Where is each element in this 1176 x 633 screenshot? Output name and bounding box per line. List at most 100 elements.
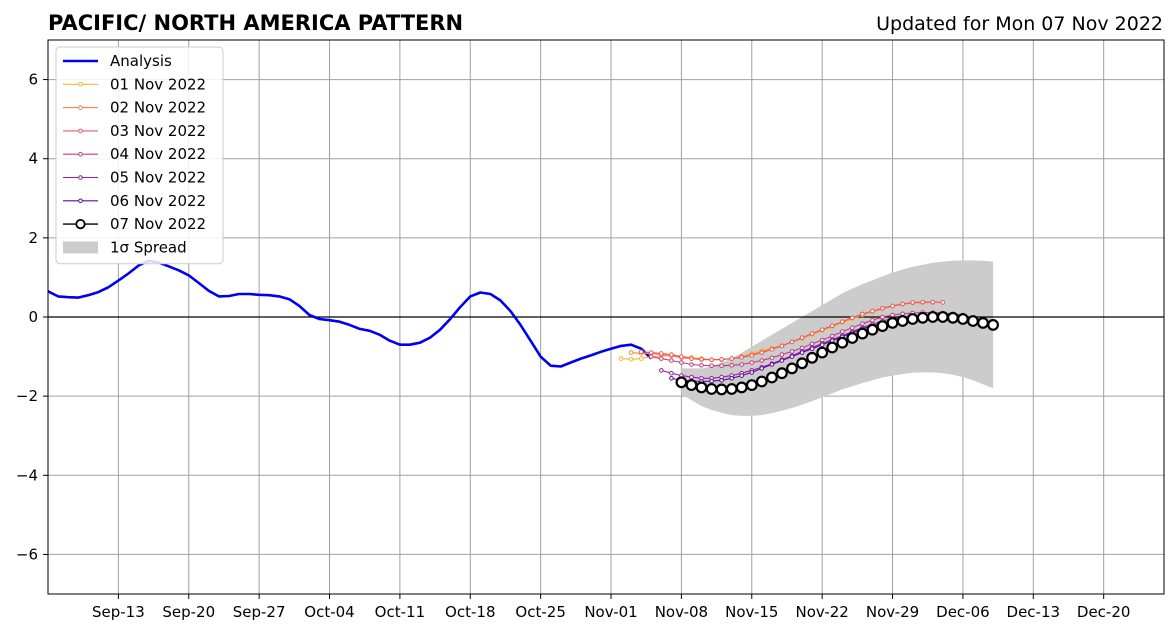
legend-label: 05 Nov 2022: [110, 169, 206, 187]
forecast-point: [745, 379, 758, 392]
forecast-point: [779, 358, 785, 363]
forecast-point: [715, 383, 728, 396]
legend-entry: 07 Nov 2022: [63, 215, 206, 233]
legend-marker: [78, 105, 83, 110]
forecast-point: [876, 320, 889, 333]
legend-entry: Analysis: [63, 52, 172, 70]
x-tick-label: Dec-20: [1077, 603, 1131, 621]
forecast-point: [755, 375, 768, 388]
forecast-point: [679, 354, 684, 359]
forecast-point: [729, 376, 735, 381]
x-tick-label: Dec-13: [1007, 603, 1061, 621]
forecast-point: [719, 363, 724, 369]
forecast-point: [628, 357, 634, 362]
x-tick-label: Oct-18: [445, 603, 495, 621]
x-tick-label: Nov-29: [866, 603, 919, 621]
forecast-point: [669, 352, 674, 357]
legend-label: 1σ Spread: [110, 238, 187, 256]
forecast-point: [739, 362, 745, 367]
forecast-point: [766, 371, 778, 384]
forecast-point: [799, 335, 805, 340]
forecast-point: [719, 378, 724, 383]
x-tick-label: Dec-06: [936, 603, 990, 621]
forecast-point: [669, 376, 674, 381]
forecast-point: [729, 356, 735, 361]
forecast-07-nov-2022: [675, 311, 999, 396]
forecast-point: [638, 356, 644, 361]
forecast-point: [930, 299, 936, 305]
legend-entry: 05 Nov 2022: [63, 169, 206, 187]
forecast-point: [659, 351, 664, 356]
legend-label: 01 Nov 2022: [110, 75, 206, 93]
forecast-point: [880, 314, 885, 320]
legend-label: Analysis: [110, 52, 172, 70]
forecast-point: [809, 346, 815, 352]
x-tick-label: Oct-25: [515, 603, 565, 621]
forecast-point: [705, 383, 718, 395]
forecast-point: [779, 343, 785, 349]
analysis-line: [47, 259, 653, 368]
forecast-point: [786, 362, 798, 375]
forecast-point: [689, 374, 694, 380]
legend-entry: 02 Nov 2022: [63, 99, 206, 117]
forecast-point: [699, 357, 704, 362]
forecast-point: [789, 349, 795, 354]
y-tick-label: 6: [28, 71, 38, 89]
legend-label: 06 Nov 2022: [110, 192, 206, 210]
forecast-point: [739, 355, 745, 360]
forecast-point: [836, 336, 849, 349]
x-tick-label: Nov-15: [725, 603, 778, 621]
forecast-point: [947, 311, 959, 324]
forecast-point: [936, 311, 949, 323]
legend-entry: 1σ Spread: [63, 238, 187, 256]
y-tick-label: −6: [16, 545, 38, 563]
x-axis: Sep-13 Sep-20 Sep-27 Oct-04 Oct-11 Oct-18 Oct-…: [92, 594, 1130, 621]
legend-label: 07 Nov 2022: [110, 215, 206, 233]
forecast-point: [967, 315, 979, 327]
forecast-point: [940, 300, 946, 305]
forecast-point: [769, 355, 775, 361]
forecast-point: [870, 308, 875, 314]
legend-entry: 01 Nov 2022: [63, 75, 206, 93]
legend-marker: [78, 82, 83, 87]
forecast-point: [759, 366, 765, 371]
forecast-point: [880, 306, 885, 311]
forecast-point: [809, 331, 815, 336]
x-tick-label: Nov-01: [584, 603, 637, 621]
forecast-point: [900, 301, 905, 307]
forecast-point: [789, 354, 795, 359]
forecast-point: [866, 323, 879, 336]
analysis-series: [47, 259, 653, 368]
forecast-point: [896, 315, 909, 327]
forecast-point: [860, 321, 865, 327]
y-tick-label: −2: [16, 387, 38, 405]
chart-title: PACIFIC/ NORTH AMERICA PATTERN: [48, 11, 463, 35]
forecast-point: [769, 362, 775, 367]
forecast-point: [618, 356, 624, 361]
forecast-point: [799, 350, 805, 355]
legend-marker: [78, 198, 83, 204]
forecast-point: [977, 317, 989, 329]
forecast-point: [860, 311, 865, 317]
forecast-point: [709, 363, 714, 369]
forecast-point: [659, 356, 664, 361]
forecast-point: [920, 299, 926, 305]
forecast-03-nov-2022: [638, 299, 946, 363]
forecast-point: [916, 311, 929, 324]
forecast-point: [850, 325, 855, 331]
forecast-point: [816, 346, 829, 359]
x-tick-label: Sep-27: [233, 603, 286, 621]
forecast-point: [957, 313, 969, 325]
forecast-point: [806, 351, 818, 364]
forecast-point: [769, 347, 775, 352]
forecast-point: [829, 323, 835, 329]
forecast-point: [749, 353, 755, 358]
forecast-point: [725, 383, 738, 395]
legend: Analysis 01 Nov 2022 02 Nov 2022 03 Nov 202…: [55, 46, 224, 265]
forecast-point: [699, 363, 704, 368]
forecast-point: [870, 317, 875, 323]
legend-marker: [75, 219, 86, 230]
legend-entry: 06 Nov 2022: [63, 192, 206, 210]
legend-label: 04 Nov 2022: [110, 145, 206, 163]
forecast-point: [719, 357, 724, 362]
